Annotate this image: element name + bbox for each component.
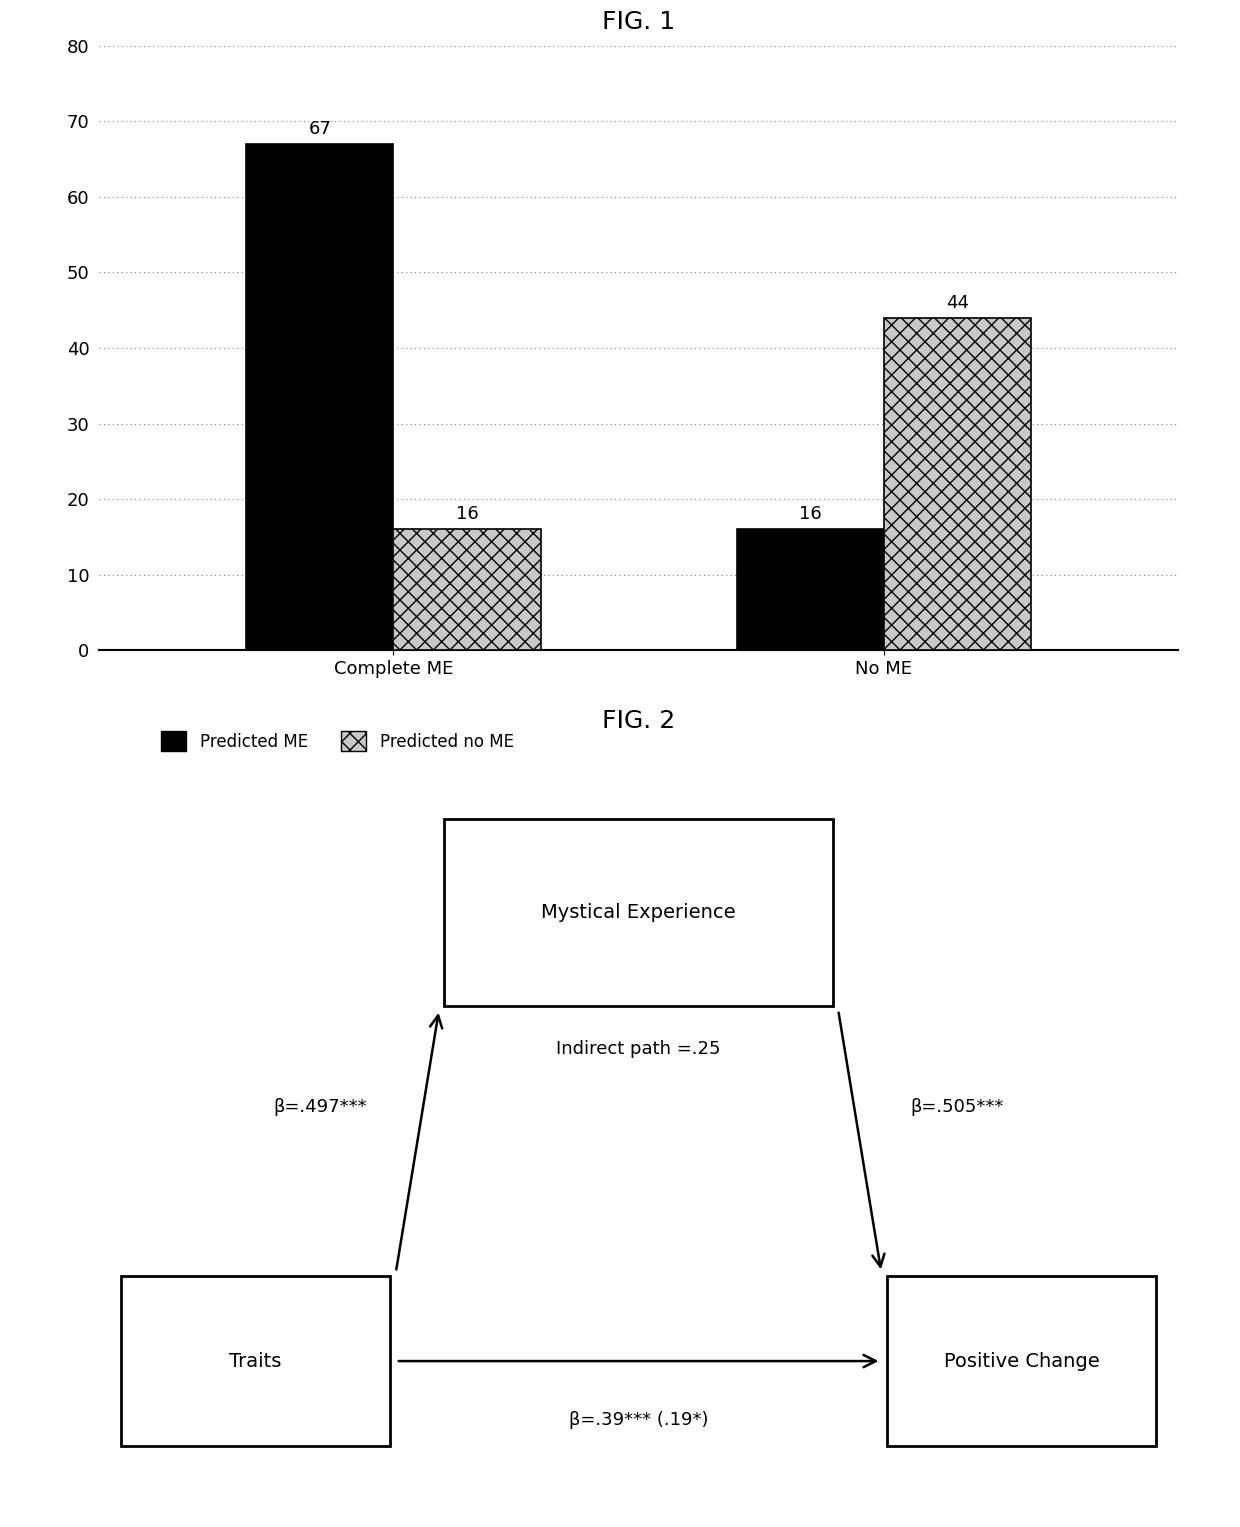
Text: 67: 67 xyxy=(309,121,331,137)
Text: β=.39*** (.19*): β=.39*** (.19*) xyxy=(569,1411,708,1429)
Bar xyxy=(393,530,541,651)
Bar xyxy=(247,144,393,651)
FancyBboxPatch shape xyxy=(444,820,833,1006)
Text: β=.497***: β=.497*** xyxy=(274,1098,367,1116)
Text: β=.505***: β=.505*** xyxy=(910,1098,1003,1116)
FancyBboxPatch shape xyxy=(120,1277,391,1446)
Text: Traits: Traits xyxy=(229,1351,281,1371)
Text: Mystical Experience: Mystical Experience xyxy=(542,902,735,922)
Title: FIG. 1: FIG. 1 xyxy=(603,11,675,34)
FancyBboxPatch shape xyxy=(887,1277,1157,1446)
Bar xyxy=(884,318,1030,651)
Text: Indirect path =.25: Indirect path =.25 xyxy=(557,1040,720,1058)
Bar xyxy=(737,530,884,651)
Text: FIG. 2: FIG. 2 xyxy=(601,710,676,733)
Legend: Predicted ME, Predicted no ME: Predicted ME, Predicted no ME xyxy=(161,731,513,751)
Text: 44: 44 xyxy=(946,293,968,312)
Text: 16: 16 xyxy=(799,505,822,524)
Text: 16: 16 xyxy=(455,505,479,524)
Text: Positive Change: Positive Change xyxy=(944,1351,1100,1371)
